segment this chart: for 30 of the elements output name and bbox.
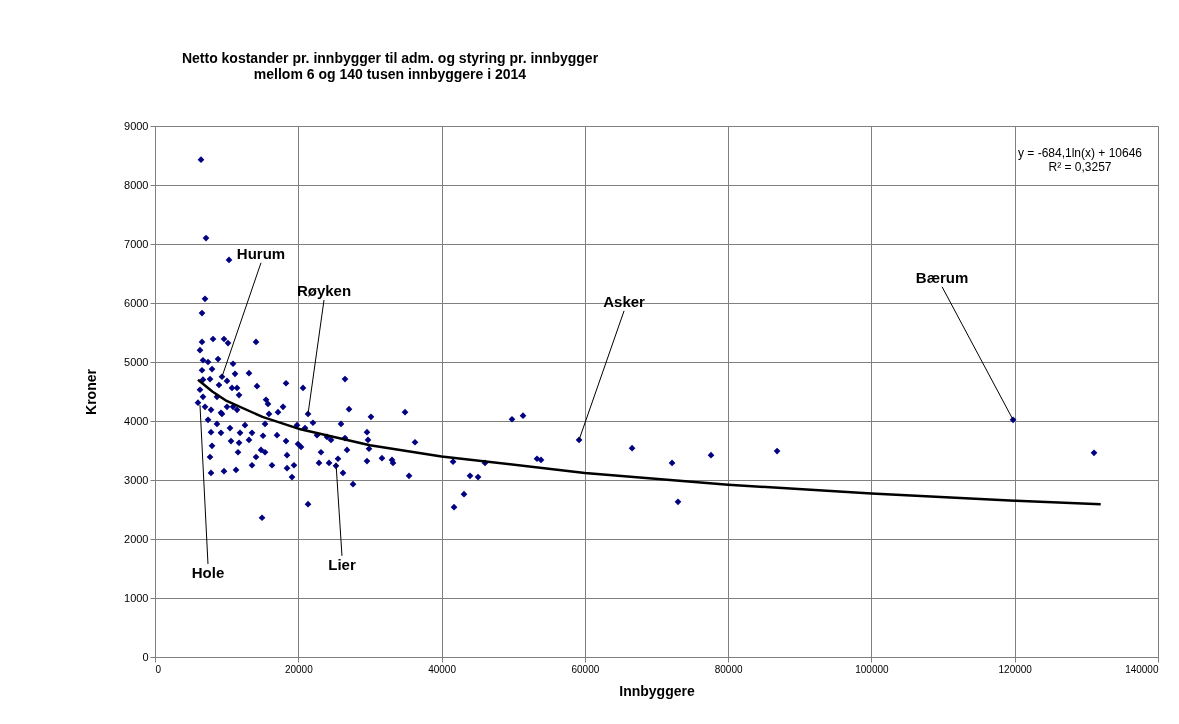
- x-tick-label: 40000: [428, 663, 457, 675]
- y-tick-label: 7000: [124, 237, 149, 250]
- x-tick-label: 120000: [998, 663, 1033, 675]
- annotation: Asker: [603, 292, 646, 310]
- x-tick-label: 100000: [855, 663, 890, 675]
- y-tick-label: 3000: [124, 473, 149, 486]
- annotation: Hurum: [236, 244, 286, 262]
- x-tick-label: 0: [155, 663, 162, 675]
- annotation: Bærum: [915, 268, 969, 286]
- x-tick-label: 20000: [284, 663, 314, 675]
- y-tick-label: 5000: [124, 355, 149, 368]
- annotation: Røyken: [296, 281, 352, 299]
- y-tick-label: 8000: [124, 178, 149, 191]
- annotation: R² = 0,3257: [1048, 160, 1112, 174]
- x-tick-label: 80000: [714, 663, 743, 675]
- y-tick-label: 1000: [124, 591, 149, 604]
- y-axis-title: Kroner: [83, 368, 100, 415]
- y-tick-label: 6000: [124, 296, 149, 309]
- x-axis-title: Innbyggere: [619, 682, 695, 699]
- x-tick-label: 60000: [571, 663, 600, 675]
- y-tick-label: 4000: [124, 414, 149, 427]
- x-tick-label: 140000: [1125, 663, 1159, 675]
- y-tick-label: 0: [142, 650, 149, 663]
- annotation: Hole: [191, 564, 225, 582]
- y-tick-label: 2000: [124, 532, 149, 545]
- chart-title: Netto kostander pr. innbygger til adm. og styring pr. innbygger mellom 6 og 140 tusen innbyggere i 2014: [181, 50, 599, 82]
- y-tick-label: 9000: [124, 119, 149, 132]
- annotation: y = -684,1ln(x) + 10646: [1017, 146, 1143, 160]
- annotation: Lier: [328, 555, 356, 573]
- line-series: [196, 378, 1102, 506]
